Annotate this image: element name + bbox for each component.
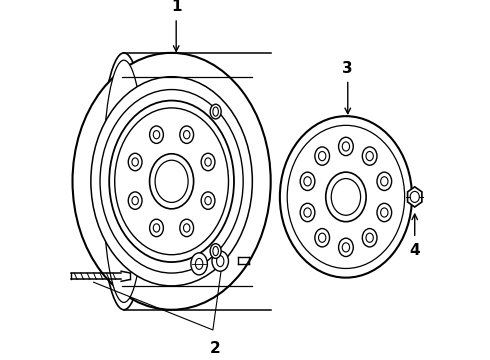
Ellipse shape: [128, 192, 142, 209]
Ellipse shape: [180, 219, 194, 237]
Ellipse shape: [326, 172, 366, 222]
Ellipse shape: [217, 256, 224, 267]
Ellipse shape: [339, 238, 353, 257]
Ellipse shape: [339, 137, 353, 156]
Ellipse shape: [213, 247, 219, 256]
Ellipse shape: [153, 224, 160, 232]
Ellipse shape: [153, 131, 160, 139]
Ellipse shape: [115, 108, 228, 255]
Ellipse shape: [280, 116, 412, 278]
Ellipse shape: [213, 107, 219, 116]
Ellipse shape: [304, 177, 311, 186]
Ellipse shape: [132, 197, 138, 205]
Ellipse shape: [342, 243, 349, 252]
Ellipse shape: [196, 258, 203, 269]
Ellipse shape: [304, 208, 311, 217]
Ellipse shape: [300, 203, 315, 222]
Ellipse shape: [381, 177, 388, 186]
Ellipse shape: [149, 219, 163, 237]
Ellipse shape: [183, 131, 190, 139]
Ellipse shape: [410, 192, 419, 202]
Ellipse shape: [381, 208, 388, 217]
Ellipse shape: [362, 147, 377, 165]
Ellipse shape: [201, 153, 215, 171]
Ellipse shape: [73, 53, 270, 310]
Ellipse shape: [212, 251, 228, 271]
Ellipse shape: [205, 197, 211, 205]
Ellipse shape: [91, 77, 252, 286]
Ellipse shape: [318, 233, 326, 242]
Ellipse shape: [318, 152, 326, 161]
Text: 2: 2: [209, 341, 220, 356]
Ellipse shape: [155, 160, 188, 202]
Ellipse shape: [191, 253, 207, 275]
Ellipse shape: [180, 126, 194, 143]
Ellipse shape: [100, 53, 148, 310]
Ellipse shape: [205, 158, 211, 166]
Polygon shape: [408, 187, 422, 207]
Text: 4: 4: [410, 243, 420, 258]
Text: 1: 1: [171, 0, 181, 14]
Ellipse shape: [201, 192, 215, 209]
Ellipse shape: [362, 229, 377, 247]
Ellipse shape: [300, 172, 315, 190]
Ellipse shape: [366, 233, 373, 242]
Ellipse shape: [109, 100, 234, 262]
Ellipse shape: [366, 152, 373, 161]
Ellipse shape: [132, 158, 138, 166]
Ellipse shape: [103, 60, 145, 302]
Ellipse shape: [183, 224, 190, 232]
Ellipse shape: [149, 154, 194, 209]
Ellipse shape: [315, 147, 330, 165]
Ellipse shape: [377, 203, 392, 222]
Ellipse shape: [342, 142, 349, 151]
Ellipse shape: [210, 244, 221, 258]
Ellipse shape: [149, 126, 163, 143]
Ellipse shape: [377, 172, 392, 190]
Ellipse shape: [315, 229, 330, 247]
Ellipse shape: [331, 179, 361, 215]
Text: 3: 3: [343, 61, 353, 76]
Ellipse shape: [128, 153, 142, 171]
Ellipse shape: [287, 125, 405, 269]
Ellipse shape: [100, 90, 243, 273]
Ellipse shape: [210, 104, 221, 119]
